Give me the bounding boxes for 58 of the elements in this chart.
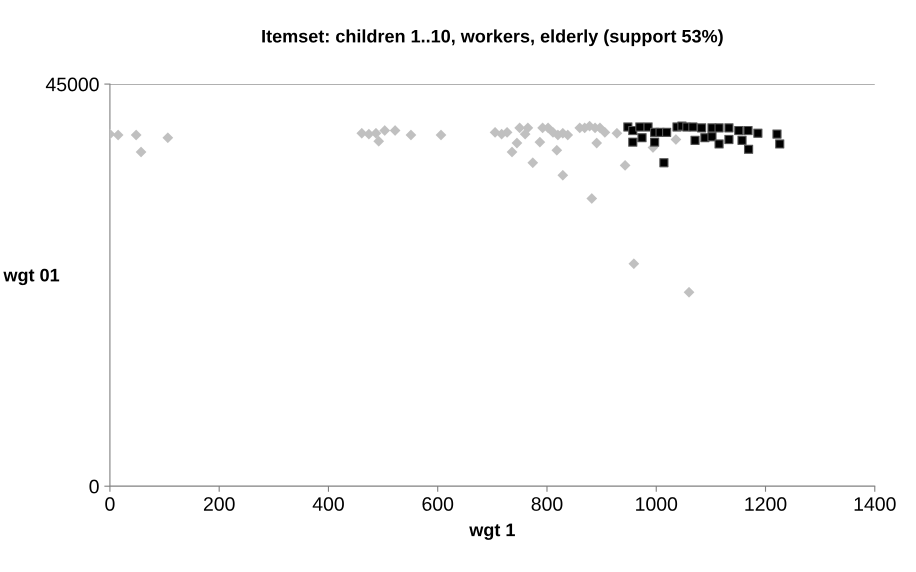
y-tick-label: 45000 (46, 78, 99, 92)
x-tick-label: 1000 (636, 497, 678, 511)
point (714, 139, 724, 149)
point (772, 130, 782, 139)
point (637, 133, 647, 142)
point (662, 128, 672, 137)
point (620, 160, 630, 171)
point (650, 138, 660, 147)
x-tick-label: 400 (312, 497, 344, 511)
point (628, 258, 640, 270)
point (557, 170, 568, 181)
point (612, 128, 622, 139)
point (753, 128, 762, 138)
point (512, 138, 522, 148)
x-tick-label: 200 (204, 497, 235, 511)
point (112, 130, 124, 140)
x-axis-title: wgt 1 (469, 524, 515, 540)
point (600, 126, 610, 138)
point (370, 128, 382, 139)
point (743, 126, 753, 136)
point (527, 157, 538, 168)
point (737, 136, 747, 145)
point (684, 286, 694, 298)
point (136, 146, 146, 158)
point (775, 139, 784, 149)
point (436, 130, 446, 140)
point (406, 130, 416, 140)
point (696, 123, 706, 132)
point (373, 136, 384, 147)
point (690, 136, 700, 145)
x-tick-label: 1400 (854, 497, 896, 511)
x-tick-label: 1200 (745, 497, 786, 511)
point (586, 193, 598, 204)
point (744, 144, 754, 154)
point (628, 138, 638, 147)
point (379, 125, 390, 136)
x-tick-label: 0 (105, 497, 115, 511)
point (670, 134, 682, 145)
point (714, 123, 724, 132)
y-axis-title: wgt 01 (3, 268, 60, 286)
x-tick-label: 800 (532, 497, 562, 511)
point (162, 132, 174, 144)
point (514, 122, 526, 134)
point (522, 122, 534, 134)
x-tick-label: 600 (422, 497, 454, 511)
chart-title: Itemset: children 1..10, workers, elderly (support 53%) (262, 29, 723, 46)
point (724, 134, 734, 144)
point (551, 144, 562, 156)
point (130, 130, 142, 140)
point (688, 122, 698, 132)
point (724, 123, 734, 132)
point (734, 126, 744, 136)
point (506, 146, 518, 158)
point (591, 138, 602, 148)
point (659, 158, 668, 168)
point (534, 136, 546, 148)
point (390, 125, 400, 136)
point (707, 132, 717, 142)
